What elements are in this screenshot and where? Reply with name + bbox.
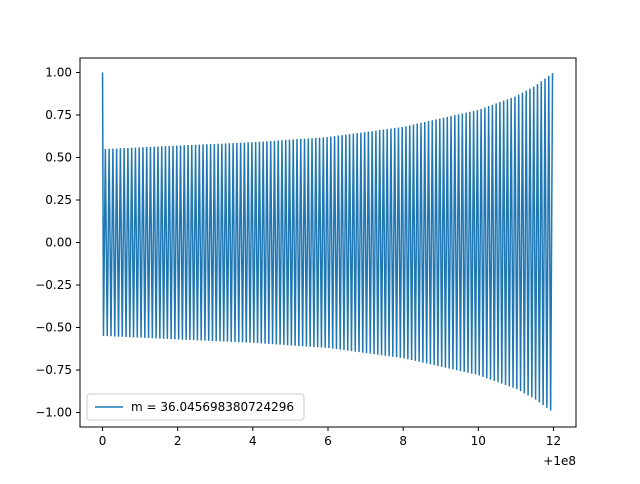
- legend: m = 36.045698380724296: [86, 393, 305, 421]
- x-tick-label: 10: [471, 434, 486, 448]
- y-tick-label: 0.50: [45, 150, 72, 164]
- y-tick-label: 1.00: [45, 65, 72, 79]
- x-tick-label: 4: [249, 434, 257, 448]
- x-tick-label: 8: [399, 434, 407, 448]
- legend-label: m = 36.045698380724296: [131, 400, 294, 414]
- y-tick-label: 0.75: [45, 108, 72, 122]
- legend-box: [86, 393, 305, 421]
- y-tick-label: 0.25: [45, 193, 72, 207]
- series-line: [101, 72, 554, 411]
- x-axis: 0 2 4 6 8 10 12: [99, 427, 561, 448]
- x-tick-label: 0: [99, 434, 107, 448]
- x-tick-label: 2: [174, 434, 182, 448]
- y-tick-label: 0.00: [45, 236, 72, 250]
- y-tick-label: −0.75: [35, 363, 72, 377]
- x-offset-label: +1e8: [543, 454, 576, 468]
- y-tick-label: −0.50: [35, 321, 72, 335]
- y-tick-label: −0.25: [35, 278, 72, 292]
- series-layer: [101, 72, 554, 411]
- x-tick-label: 12: [546, 434, 561, 448]
- y-tick-label: −1.00: [35, 406, 72, 420]
- y-axis: 1.00 0.75 0.50 0.25 0.00 −0.25 −0.50 −0.75 −1.00: [35, 65, 80, 420]
- x-tick-label: 6: [324, 434, 332, 448]
